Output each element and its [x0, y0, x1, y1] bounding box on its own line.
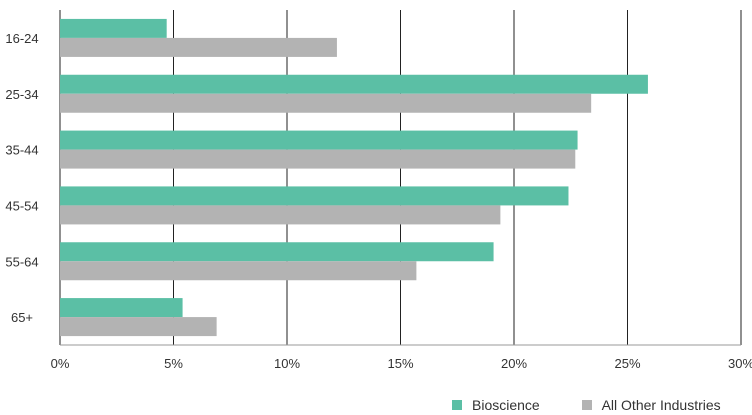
legend-swatch-bioscience: [452, 400, 462, 410]
x-tick-label: 30%: [728, 356, 752, 371]
bar-other-industries: [60, 37, 337, 57]
bar-bioscience: [60, 130, 578, 150]
legend-label-other-industries: All Other Industries: [601, 397, 721, 413]
legend-item-bioscience: Bioscience: [452, 397, 540, 413]
bar-other-industries: [60, 205, 501, 225]
bar-chart: 16-24 25-34 35-44 45-54 55-64 65+ 0% 5% 10% 15% 2…: [5, 10, 752, 371]
bar-bioscience: [60, 186, 569, 206]
bar-other-industries: [60, 261, 417, 281]
bar-other-industries: [60, 149, 576, 169]
x-tick-label: 10%: [274, 356, 300, 371]
category-label: 35-44: [5, 143, 38, 158]
bar-bioscience: [60, 18, 167, 38]
bar-other-industries: [60, 317, 217, 337]
bar-other-industries: [60, 93, 592, 113]
bar-bioscience: [60, 242, 494, 262]
bars: [60, 18, 648, 337]
x-tick-label: 5%: [164, 356, 183, 371]
category-label: 25-34: [5, 87, 38, 102]
category-label: 45-54: [5, 198, 38, 213]
category-label: 55-64: [5, 254, 38, 269]
legend-item-other-industries: All Other Industries: [581, 397, 721, 413]
category-labels: 16-24 25-34 35-44 45-54 55-64 65+: [5, 31, 38, 325]
x-tick-label: 15%: [387, 356, 413, 371]
x-tick-label: 0%: [51, 356, 70, 371]
legend: Bioscience All Other Industries: [452, 397, 721, 413]
bar-bioscience: [60, 298, 183, 318]
x-tick-label: 20%: [501, 356, 527, 371]
legend-swatch-other-industries: [581, 400, 592, 410]
gridlines: [59, 10, 742, 346]
category-label: 65+: [11, 310, 33, 325]
x-axis-tick-labels: 0% 5% 10% 15% 20% 25% 30%: [51, 356, 752, 371]
legend-label-bioscience: Bioscience: [472, 397, 540, 413]
bar-bioscience: [60, 74, 648, 94]
x-tick-label: 25%: [614, 356, 640, 371]
category-label: 16-24: [5, 31, 38, 46]
